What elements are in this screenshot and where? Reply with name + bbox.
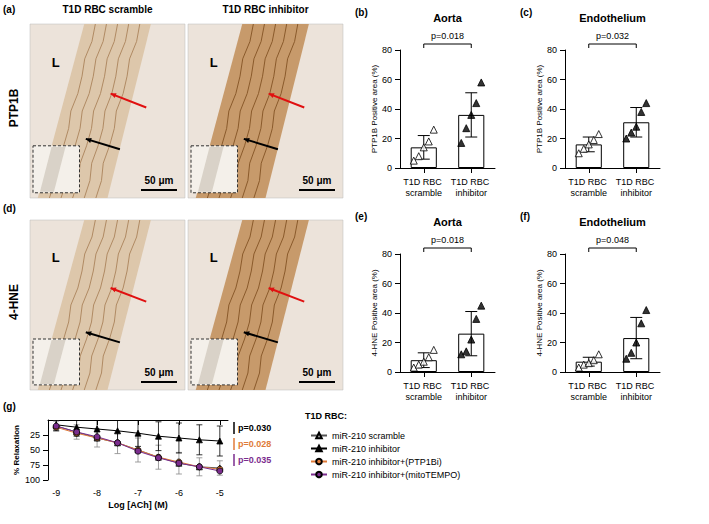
svg-text:T1D RBC: T1D RBC [403,177,444,187]
svg-text:scramble: scramble [405,392,442,402]
svg-text:scramble: scramble [570,188,607,198]
svg-text:20: 20 [382,134,392,144]
svg-text:20: 20 [382,338,392,348]
svg-text:0: 0 [387,163,392,173]
svg-text:20: 20 [547,134,557,144]
svg-text:T1D RBC: T1D RBC [616,381,657,391]
svg-text:4-HNE Positive area (%): 4-HNE Positive area (%) [535,269,544,356]
svg-text:60: 60 [547,279,557,289]
svg-text:-7: -7 [134,488,142,498]
svg-text:80: 80 [382,45,392,55]
svg-text:50 μm: 50 μm [145,175,174,186]
svg-text:Endothelium: Endothelium [579,12,646,24]
svg-text:60: 60 [382,279,392,289]
svg-text:p=0.018: p=0.018 [431,31,464,41]
svg-text:L: L [210,55,218,70]
svg-text:Endothelium: Endothelium [579,216,646,228]
svg-text:miR-210 inhibitor+(mitoTEMPO): miR-210 inhibitor+(mitoTEMPO) [332,470,460,480]
svg-text:T1D RBC: T1D RBC [403,381,444,391]
svg-text:Aorta: Aorta [433,216,463,228]
svg-text:miR-210 inhibitor: miR-210 inhibitor [332,444,400,454]
svg-text:inhibitor: inhibitor [620,392,652,402]
svg-text:T1D RBC: T1D RBC [451,381,492,391]
svg-text:scramble: scramble [570,392,607,402]
svg-text:T1D RBC inhibitor: T1D RBC inhibitor [222,4,308,15]
svg-text:inhibitor: inhibitor [620,188,652,198]
svg-text:-9: -9 [52,488,60,498]
svg-text:50 μm: 50 μm [303,367,332,378]
svg-text:miR-210 scramble: miR-210 scramble [332,431,405,441]
svg-text:(e): (e) [355,211,367,222]
svg-text:(g): (g) [3,401,16,412]
svg-text:scramble: scramble [405,188,442,198]
svg-text:40: 40 [382,308,392,318]
svg-text:PTP1B Positive area (%): PTP1B Positive area (%) [535,64,544,153]
svg-text:(a): (a) [3,4,15,15]
svg-text:p=0.018: p=0.018 [431,235,464,245]
svg-text:inhibitor: inhibitor [455,188,487,198]
svg-text:0: 0 [552,367,557,377]
svg-text:p=0.028: p=0.028 [238,439,271,449]
svg-text:25: 25 [30,430,40,440]
svg-text:80: 80 [547,249,557,259]
svg-text:PTP1B Positive area (%): PTP1B Positive area (%) [370,64,379,153]
svg-text:L: L [210,250,218,265]
svg-text:p=0.035: p=0.035 [238,455,271,465]
svg-text:T1D RBC: T1D RBC [451,177,492,187]
svg-text:60: 60 [382,75,392,85]
svg-text:% Relaxation: % Relaxation [12,425,21,475]
svg-text:40: 40 [547,308,557,318]
svg-text:T1D RBC:: T1D RBC: [305,411,347,421]
svg-text:-8: -8 [93,488,101,498]
svg-text:miR-210 inhibitor+(PTP1Bi): miR-210 inhibitor+(PTP1Bi) [332,457,442,467]
svg-text:inhibitor: inhibitor [455,392,487,402]
svg-text:(c): (c) [520,7,532,18]
svg-text:(b): (b) [355,7,368,18]
svg-text:40: 40 [382,104,392,114]
svg-text:T1D RBC: T1D RBC [568,177,609,187]
svg-text:L: L [52,55,60,70]
svg-text:p=0.032: p=0.032 [596,31,629,41]
svg-text:50 μm: 50 μm [303,175,332,186]
svg-text:T1D RBC: T1D RBC [568,381,609,391]
svg-text:20: 20 [547,338,557,348]
svg-text:50: 50 [30,445,40,455]
svg-text:Log [ACh] (M): Log [ACh] (M) [108,500,167,510]
svg-text:p=0.030: p=0.030 [238,423,271,433]
svg-text:4-HNE Positive area (%): 4-HNE Positive area (%) [370,269,379,356]
svg-text:60: 60 [547,75,557,85]
svg-text:T1D RBC scramble: T1D RBC scramble [62,4,152,15]
svg-text:-6: -6 [175,488,183,498]
svg-text:80: 80 [382,249,392,259]
svg-text:50 μm: 50 μm [145,367,174,378]
svg-text:4-HNE: 4-HNE [7,284,21,320]
svg-text:0: 0 [387,367,392,377]
svg-text:0: 0 [552,163,557,173]
svg-text:L: L [52,250,60,265]
svg-text:-5: -5 [216,488,224,498]
svg-text:100: 100 [25,475,40,485]
svg-text:(f): (f) [520,211,530,222]
svg-text:PTP1B: PTP1B [7,88,21,127]
svg-text:T1D RBC: T1D RBC [616,177,657,187]
svg-text:p=0.048: p=0.048 [596,235,629,245]
svg-text:80: 80 [547,45,557,55]
svg-text:Aorta: Aorta [433,12,463,24]
svg-text:75: 75 [30,460,40,470]
svg-text:40: 40 [547,104,557,114]
svg-text:(d): (d) [3,203,16,214]
